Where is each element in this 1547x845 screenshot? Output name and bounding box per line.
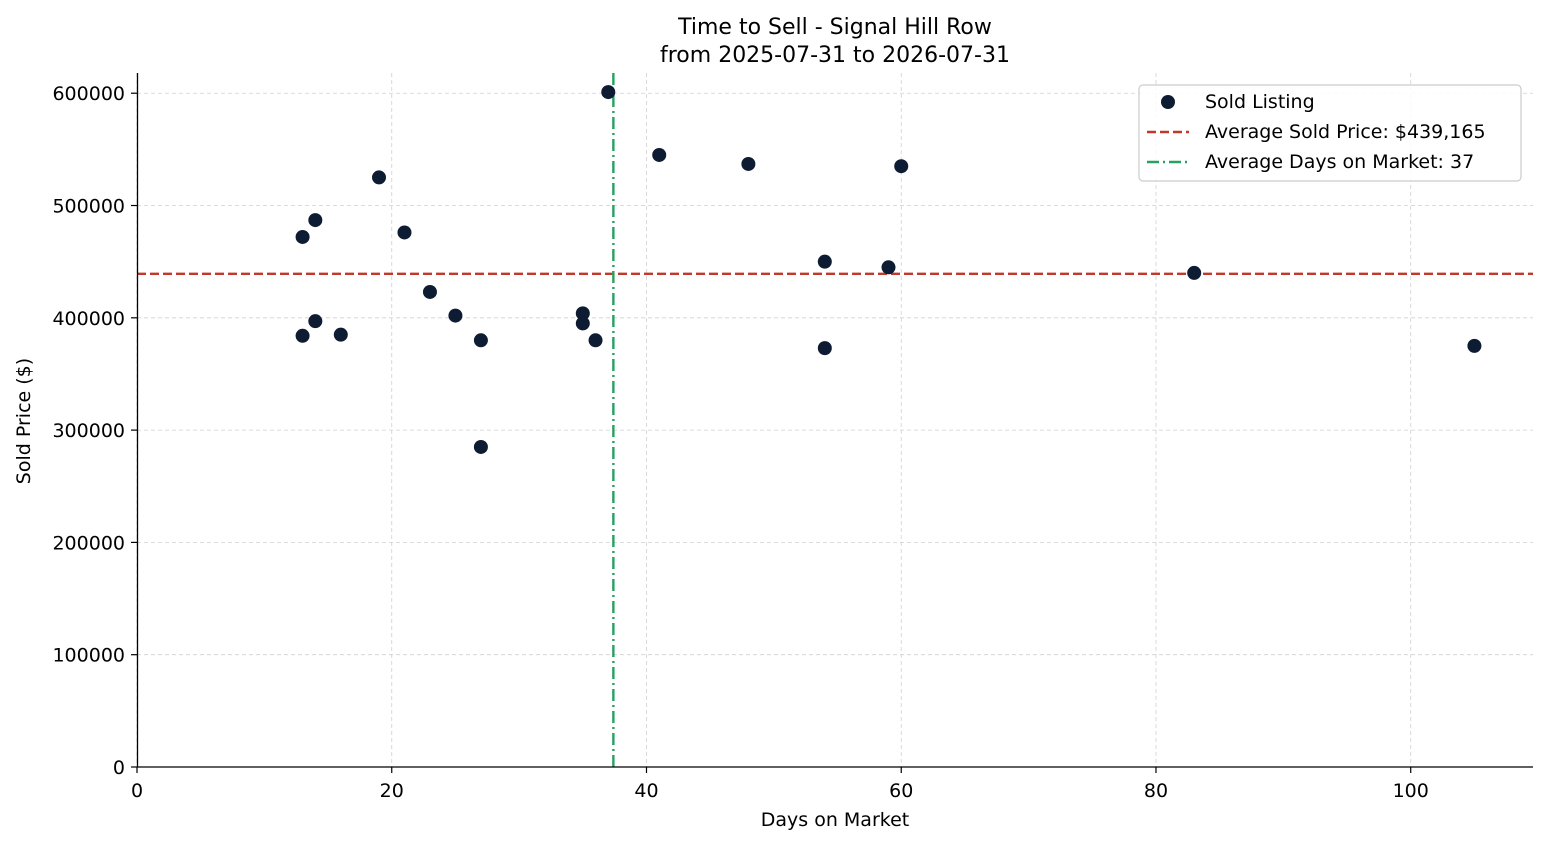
y-axis-label: Sold Price ($) — [13, 358, 35, 484]
legend-box — [1138, 84, 1522, 182]
legend-marker-sold-listing — [1161, 95, 1175, 109]
x-tick-label: 40 — [634, 780, 658, 802]
data-points — [295, 85, 1482, 454]
y-tick-label: 500000 — [52, 196, 125, 218]
data-point — [817, 341, 832, 356]
legend-label-avg-price: Average Sold Price: $439,165 — [1205, 121, 1486, 143]
x-tick-label: 80 — [1144, 780, 1168, 802]
x-tick-label: 60 — [889, 780, 913, 802]
y-tick-label: 0 — [113, 757, 125, 779]
data-point — [817, 254, 832, 269]
x-ticks: 0 20 40 60 80 100 — [131, 767, 1429, 802]
data-point — [881, 260, 896, 275]
y-tick-label: 300000 — [52, 420, 125, 442]
x-tick-label: 0 — [131, 780, 143, 802]
data-point — [588, 333, 603, 348]
x-axis-label: Days on Market — [761, 809, 909, 831]
legend: Sold Listing Average Sold Price: $439,16… — [1138, 84, 1522, 182]
data-point — [741, 156, 756, 171]
data-point — [422, 284, 437, 299]
data-point — [1187, 265, 1202, 280]
data-point — [473, 439, 488, 454]
x-tick-label: 100 — [1393, 780, 1429, 802]
data-point — [601, 85, 616, 100]
data-point — [575, 316, 590, 331]
chart-title-line1: Time to Sell - Signal Hill Row — [677, 15, 992, 40]
y-tick-label: 400000 — [52, 308, 125, 330]
reference-lines — [137, 73, 1533, 767]
data-point — [473, 333, 488, 348]
axes — [136, 73, 1533, 768]
data-point — [652, 147, 667, 162]
legend-label-avg-days: Average Days on Market: 37 — [1205, 151, 1474, 173]
data-point — [448, 308, 463, 323]
legend-label-sold-listing: Sold Listing — [1205, 91, 1315, 113]
chart-title-line2: from 2025-07-31 to 2026-07-31 — [660, 43, 1010, 68]
y-ticks: 0 100000 200000 300000 400000 500000 600000 — [52, 83, 137, 779]
data-point — [333, 327, 348, 342]
data-point — [372, 170, 387, 185]
data-point — [308, 314, 323, 329]
data-point — [295, 229, 310, 244]
data-point — [1467, 338, 1482, 353]
y-tick-label: 600000 — [52, 83, 125, 105]
data-point — [575, 306, 590, 321]
y-tick-label: 100000 — [52, 645, 125, 667]
data-point — [295, 328, 310, 343]
y-tick-label: 200000 — [52, 532, 125, 554]
x-tick-label: 20 — [380, 780, 404, 802]
data-point — [308, 213, 323, 228]
data-point — [894, 159, 909, 174]
data-point — [397, 225, 412, 240]
